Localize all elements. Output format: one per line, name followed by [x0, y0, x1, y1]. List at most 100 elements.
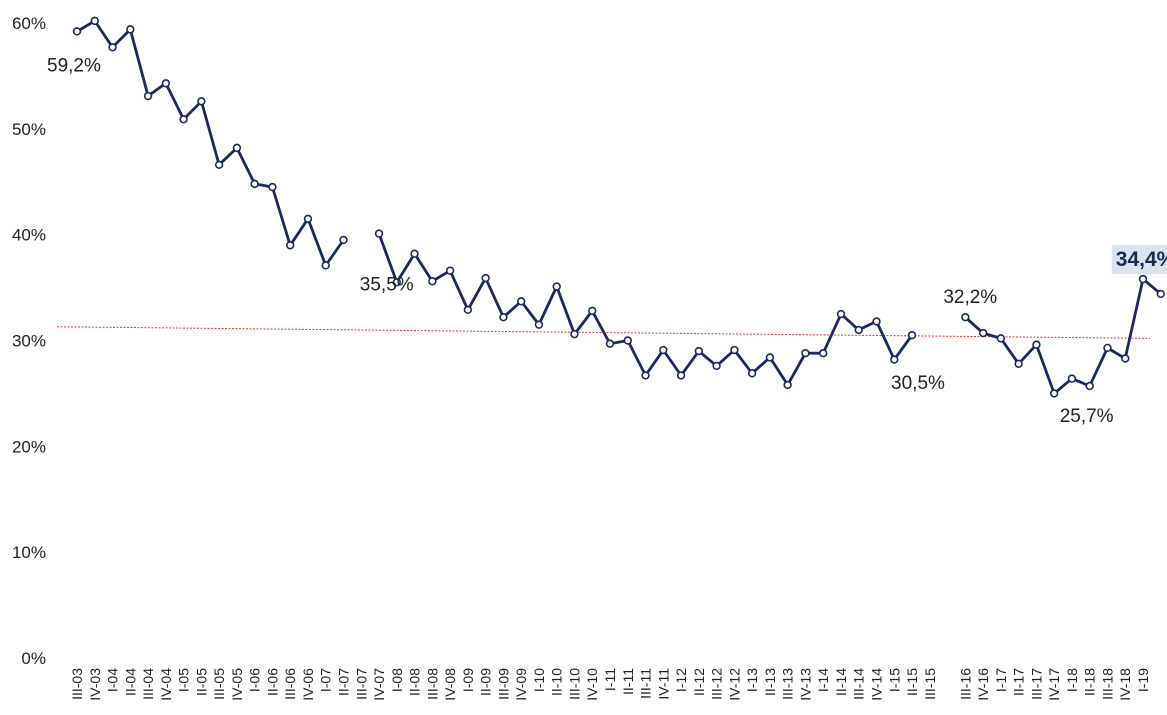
data-point: [1032, 340, 1041, 349]
data-point: [1049, 389, 1059, 398]
data-point: [1138, 274, 1148, 284]
x-tick-label: III-18: [1099, 668, 1115, 700]
x-tick-label: I-14: [815, 668, 831, 692]
x-tick-label: I-11: [602, 668, 618, 691]
x-tick-label: III-06: [282, 668, 298, 700]
data-point: [1156, 289, 1165, 299]
data-point: [783, 380, 792, 390]
data-point: [694, 346, 704, 356]
data-point: [126, 25, 135, 34]
x-tick-label: IV-17: [1046, 668, 1062, 701]
data-point: [410, 249, 419, 258]
data-point: [286, 241, 295, 250]
x-tick-label: I-13: [744, 668, 760, 692]
data-point: [818, 349, 828, 358]
x-tick-label: II-06: [264, 668, 280, 696]
x-tick-label: I-12: [673, 668, 689, 692]
y-tick-label: 50%: [12, 120, 46, 139]
data-point: [747, 369, 757, 378]
data-point: [250, 179, 259, 189]
x-tick-label: IV-18: [1117, 668, 1133, 701]
x-tick-label: IV-10: [584, 668, 600, 701]
x-tick-label: III-17: [1028, 668, 1044, 700]
x-tick-label: IV-08: [442, 668, 458, 701]
x-tick-label: II-15: [904, 668, 920, 696]
data-point: [712, 361, 721, 371]
data-point: [428, 277, 437, 286]
x-tick-label: IV-11: [655, 668, 671, 700]
data-point: [1085, 381, 1094, 391]
x-tick-label: III-11: [638, 668, 654, 699]
x-tick-label: IV-07: [371, 668, 387, 701]
x-tick-label: II-13: [762, 668, 778, 696]
data-point: [374, 229, 384, 238]
x-tick-label: III-03: [69, 668, 85, 700]
x-tick-label: IV-03: [87, 668, 103, 701]
data-point: [978, 328, 988, 338]
data-point: [161, 79, 171, 88]
x-tick-label: IV-09: [513, 668, 529, 701]
x-tick-label: I-15: [886, 668, 902, 692]
x-tick-label: IV-06: [300, 668, 316, 701]
x-axis: III-03 IV-03 I-04 II-04 III-04 IV-04 I-05 II-05…: [69, 668, 1151, 701]
x-tick-label: III-08: [424, 668, 440, 700]
x-tick-label: III-12: [709, 668, 725, 700]
data-point: [588, 306, 597, 316]
x-tick-label: IV-13: [797, 668, 813, 701]
data-point: [392, 278, 401, 287]
x-tick-label: III-16: [957, 668, 973, 700]
x-tick-label: III-04: [140, 668, 156, 700]
data-point: [72, 27, 82, 36]
data-point: [108, 43, 117, 52]
data-point: [1014, 359, 1023, 368]
data-point: [890, 355, 899, 364]
x-tick-label: III-10: [566, 668, 582, 700]
data-point: [623, 336, 632, 345]
data-point: [534, 320, 544, 329]
data-label: 32,2%: [943, 287, 997, 308]
x-tick-label: II-17: [1011, 668, 1027, 696]
annotations: 59,2% 35,5% 30,5% 32,2% 25,7% 34,4%: [47, 55, 1167, 427]
data-point: [1067, 374, 1077, 383]
data-point: [836, 309, 846, 319]
x-tick-label: II-12: [691, 668, 707, 696]
data-point: [730, 345, 739, 355]
data-point: [303, 214, 313, 223]
data-point: [232, 143, 242, 153]
y-tick-label: 0%: [21, 649, 46, 668]
x-tick-label: II-10: [549, 668, 565, 696]
x-tick-label: III-07: [353, 668, 369, 700]
x-tick-label: II-08: [407, 668, 423, 696]
x-tick-label: I-17: [993, 668, 1009, 692]
data-point: [605, 339, 615, 348]
x-tick-label: III-05: [211, 668, 227, 700]
data-point: [339, 235, 348, 245]
y-tick-label: 40%: [12, 226, 46, 245]
data-point: [481, 273, 490, 283]
data-point: [516, 297, 526, 306]
data-point: [570, 329, 579, 339]
data-point: [143, 91, 153, 101]
data-point: [1121, 354, 1130, 363]
data-point: [1103, 343, 1112, 353]
data-point: [676, 371, 686, 380]
x-tick-label: III-13: [780, 668, 796, 700]
x-tick-label: I-04: [105, 668, 121, 692]
x-tick-label: III-14: [851, 668, 867, 700]
data-point: [445, 266, 455, 275]
data-point: [659, 345, 668, 355]
data-point: [90, 16, 99, 26]
x-tick-label: I-06: [247, 668, 263, 692]
data-point: [268, 182, 277, 192]
data-point: [996, 334, 1006, 343]
x-tick-label: IV-14: [869, 668, 885, 701]
x-tick-label: II-09: [478, 668, 494, 696]
x-tick-label: II-04: [122, 668, 138, 696]
data-point: [961, 313, 970, 322]
x-tick-label: I-19: [1135, 668, 1151, 692]
x-tick-label: III-15: [922, 668, 938, 700]
x-tick-label: III-09: [495, 668, 511, 700]
data-point: [641, 371, 650, 380]
data-point: [179, 115, 188, 124]
data-point: [197, 97, 206, 106]
